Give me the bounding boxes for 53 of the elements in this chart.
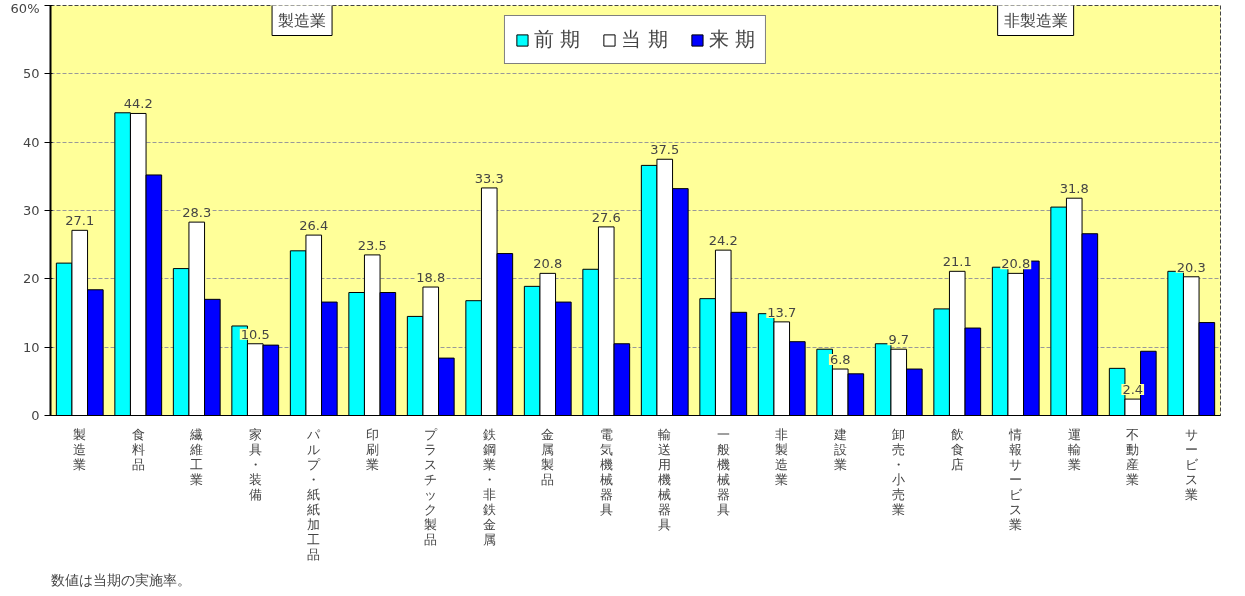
x-tick-label: 電気機械器具 — [599, 426, 613, 517]
data-label: 44.2 — [123, 96, 153, 112]
data-label: 2.4 — [1122, 382, 1144, 398]
data-label: 6.8 — [829, 352, 851, 368]
x-tick-label: 飲食店 — [950, 426, 964, 472]
data-label: 27.1 — [65, 213, 95, 229]
text: 数値は当期の実施率。 — [50, 571, 191, 588]
x-tick-label: 家具・装備 — [248, 426, 262, 502]
data-label: 13.7 — [767, 304, 797, 320]
data-label: 28.3 — [182, 205, 212, 221]
data-label: 10.5 — [240, 326, 270, 342]
y-tick-label: 30 — [22, 203, 40, 218]
annotation: 非製造業 — [1003, 10, 1068, 30]
x-tick-label: サービス業 — [1184, 426, 1199, 502]
data-label: 9.7 — [888, 332, 910, 348]
x-tick-label: 一般機械器具 — [716, 426, 730, 517]
x-tick-label: 建設業 — [832, 426, 847, 472]
x-tick-label: 輸送用機械器具 — [658, 426, 672, 532]
x-tick-label: 金属製品 — [541, 426, 555, 487]
x-tick-label: 食料品 — [131, 426, 145, 472]
y-tick-label: 40 — [22, 134, 40, 150]
legend-label: 前 期 — [533, 26, 581, 53]
data-label: 20.3 — [1176, 259, 1206, 275]
y-tick-label: 0 — [31, 408, 40, 423]
x-tick-label: 卸売・小売業 — [892, 426, 906, 517]
x-tick-label: 製造業 — [73, 426, 87, 472]
data-label: 26.4 — [299, 218, 329, 234]
data-label: 33.3 — [474, 170, 504, 186]
y-tick-label: 60% — [10, 0, 40, 16]
y-tick-label: 20 — [22, 271, 40, 287]
data-label: 37.5 — [650, 142, 680, 158]
data-label: 24.2 — [708, 233, 738, 249]
x-tick-label: 非製造業 — [775, 426, 789, 487]
data-label: 20.8 — [1001, 256, 1031, 272]
y-tick-label: 50 — [22, 66, 40, 82]
x-tick-label: プラスチック製品 — [424, 426, 439, 547]
x-tick-label: 不動産業 — [1126, 426, 1140, 487]
x-tick-label: 鉄鋼業・非鉄金属 — [482, 426, 496, 547]
x-tick-label: 運輸業 — [1067, 426, 1081, 472]
category-label: パルプ・紙紙加工品 — [307, 426, 321, 562]
x-tick-label: 印刷業 — [365, 426, 379, 472]
data-label: 23.5 — [357, 237, 387, 253]
legend-label: 当 期 — [621, 26, 668, 53]
data-label: 20.8 — [533, 256, 563, 272]
data-label: 31.8 — [1059, 181, 1089, 197]
legend-label: 来 期 — [708, 26, 756, 53]
annotation: 製造業 — [278, 10, 327, 30]
data-label: 27.6 — [591, 209, 621, 225]
x-tick-label: 繊維工業 — [189, 426, 204, 487]
data-label: 21.1 — [942, 254, 972, 270]
data-label: 18.8 — [416, 270, 446, 286]
y-tick-label: 10 — [22, 339, 40, 355]
x-tick-label: 情報サービス業 — [1008, 426, 1024, 532]
